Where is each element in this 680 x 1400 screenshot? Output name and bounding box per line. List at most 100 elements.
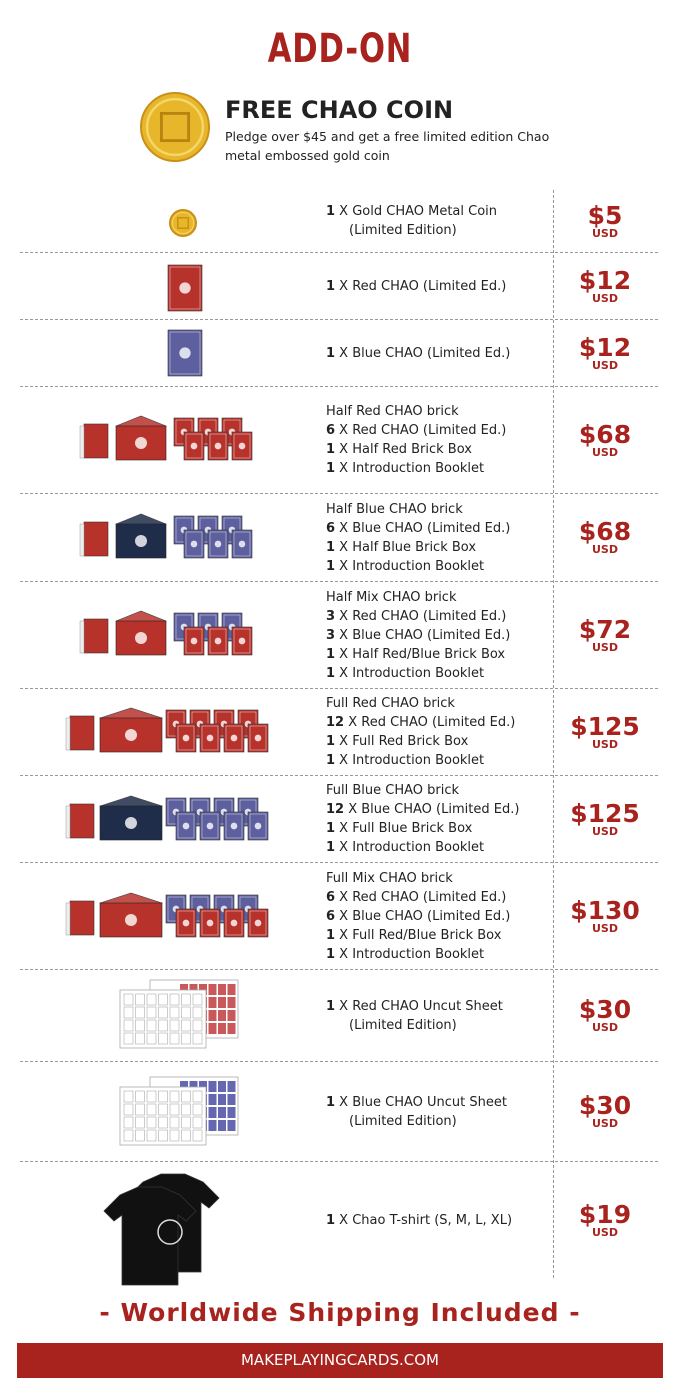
card-border [225, 910, 243, 936]
sheet-card [218, 1010, 226, 1021]
box-emblem [135, 437, 147, 449]
sheet-face [135, 1006, 145, 1019]
price-currency: USD [592, 358, 618, 372]
sheet-card [218, 1120, 226, 1131]
card-emblem [179, 282, 191, 294]
line-text: X Introduction Booklet [335, 665, 485, 681]
price-value: $12 [578, 265, 632, 295]
booklet-page [65, 805, 71, 839]
item-line: Full Mix CHAO brick [326, 869, 510, 888]
sheet-face [169, 1032, 180, 1045]
price-value: $72 [578, 614, 632, 644]
line-text: X Blue CHAO (Limited Ed.) [335, 520, 511, 536]
coin-ring [145, 97, 205, 157]
card-border [177, 910, 195, 936]
coin-emblem [177, 217, 189, 229]
item-text: 1 X Chao T-shirt (S, M, L, XL) [326, 1162, 512, 1278]
price-currency: USD [592, 291, 618, 305]
card-border [209, 531, 227, 557]
card-border [177, 725, 195, 751]
sheet-card [227, 1081, 236, 1092]
sheet-card [208, 1107, 217, 1118]
line-text: X Blue CHAO (Limited Ed.) [335, 345, 511, 361]
coin [169, 209, 197, 237]
box-emblem [135, 535, 147, 547]
sheet-card [208, 1094, 217, 1105]
sheet-face [192, 993, 203, 1006]
line-text: X Red CHAO (Limited Ed.) [335, 423, 507, 438]
item-line: 3 X Blue CHAO (Limited Ed.) [326, 626, 510, 645]
sheet-face [135, 1090, 145, 1103]
item-line: 1 X Red CHAO Uncut Sheet [326, 997, 503, 1016]
line-text: X Introduction Booklet [335, 461, 485, 476]
quantity: 1 [326, 278, 336, 294]
tshirt [103, 1186, 197, 1286]
sheet-face [169, 1019, 180, 1032]
card-emblem [190, 637, 198, 645]
card-border [249, 910, 267, 936]
sheet-face [123, 1129, 134, 1142]
price-currency: USD [592, 640, 618, 654]
item-line: (Limited Edition) [326, 1016, 503, 1035]
card-emblem [230, 734, 238, 742]
divider [553, 190, 554, 1278]
sheet-face [169, 1090, 180, 1103]
line-text: X Chao T-shirt (S, M, L, XL) [335, 1212, 513, 1228]
quantity: 1 [326, 442, 336, 457]
item-text: 1 X Blue CHAO Uncut Sheet (Limited Editio… [326, 1062, 507, 1161]
price-value: $30 [578, 1091, 632, 1120]
line-text: X Blue CHAO Uncut Sheet [335, 1094, 507, 1110]
page-title: ADD-ON [267, 26, 413, 72]
card-border [225, 725, 243, 751]
sheet-face [146, 993, 157, 1006]
booklet [83, 423, 109, 459]
item-line: 1 X Introduction Booklet [326, 459, 506, 478]
item-line: 1 X Full Blue Brick Box [326, 819, 519, 838]
sheet-card [208, 1081, 217, 1092]
card-emblem [190, 442, 198, 450]
sheet-card [199, 1081, 207, 1092]
card-emblem [238, 637, 246, 645]
quantity: 6 [326, 889, 336, 905]
item-line: 6 X Red CHAO (Limited Ed.) [326, 888, 510, 907]
coin-emblem [159, 111, 191, 143]
price-value: $130 [570, 895, 640, 925]
booklet [83, 521, 109, 557]
card-emblem [254, 822, 262, 830]
card [167, 264, 203, 312]
sheet-face [192, 1103, 203, 1116]
item-line: 1 X Gold CHAO Metal Coin [326, 202, 497, 221]
card-border [185, 433, 203, 459]
booklet [69, 715, 95, 751]
price-currency: USD [592, 1225, 618, 1239]
quantity: 6 [326, 908, 336, 924]
item-price: $68 USD [560, 494, 650, 581]
card-emblem [206, 822, 214, 830]
box-emblem [135, 632, 147, 644]
item-row: 1 X Chao T-shirt (S, M, L, XL) $19 USD [20, 1162, 658, 1278]
item-text: Full Red CHAO brick 12 X Red CHAO (Limite… [326, 689, 515, 775]
item-line: 6 X Red CHAO (Limited Ed.) [326, 421, 506, 440]
sheet-face [146, 1103, 157, 1116]
sheet-face [158, 1116, 168, 1129]
sheet-card [189, 1081, 198, 1092]
card-emblem [206, 734, 214, 742]
card-emblem [190, 540, 198, 548]
coin-ring [171, 211, 195, 235]
item-line: Full Red CHAO brick [326, 694, 515, 713]
sheet-card [227, 1023, 236, 1034]
sheet-card [218, 1107, 226, 1118]
sheet-face [181, 1032, 191, 1045]
card-emblem [254, 734, 262, 742]
item-text: 1 X Red CHAO Uncut Sheet (Limited Edition… [326, 970, 503, 1061]
item-line: (Limited Edition) [326, 1112, 507, 1131]
card-border [185, 531, 203, 557]
card-border [185, 628, 203, 654]
sheet-card [208, 1120, 217, 1131]
line-text: X Red CHAO (Limited Ed.) [335, 608, 507, 624]
card-border [209, 433, 227, 459]
line-text: Full Red CHAO brick [326, 696, 455, 711]
line-text: X Blue CHAO (Limited Ed.) [335, 908, 511, 924]
sheet-face [181, 1116, 191, 1129]
tshirt-emblem [157, 1219, 183, 1245]
